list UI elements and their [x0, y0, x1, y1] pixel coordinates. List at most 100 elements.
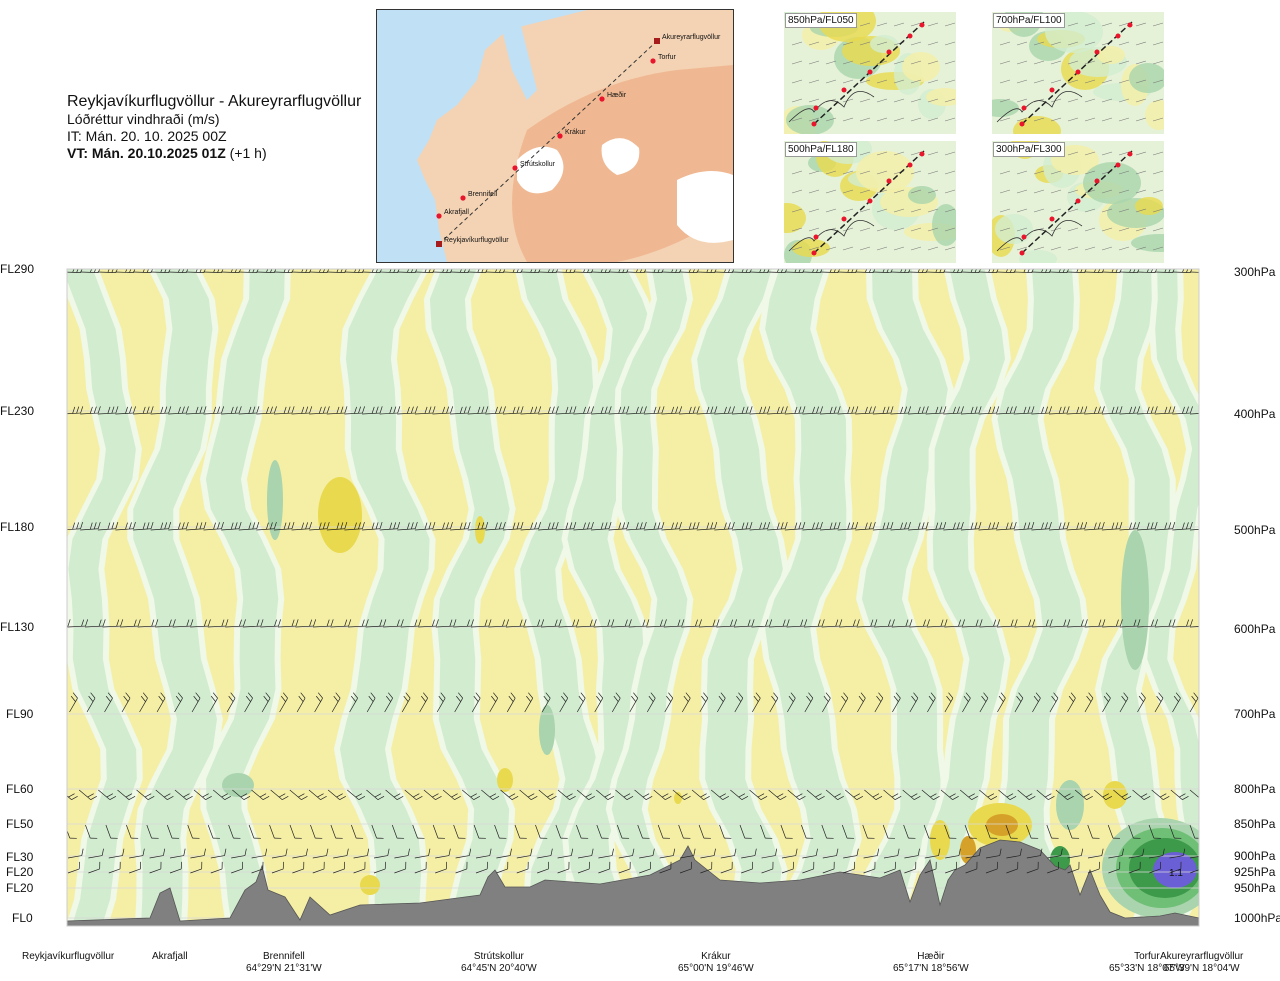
- minimap-wind-barb: [999, 208, 1011, 213]
- field-band: [861, 269, 948, 926]
- pressure-label: 800hPa: [1234, 782, 1276, 796]
- wind-barb: [681, 793, 688, 798]
- wind-barb: [186, 795, 193, 800]
- wind-barb: [555, 521, 559, 529]
- wind-barb: [857, 697, 866, 713]
- wind-barb: [1129, 522, 1132, 530]
- minimap-wind-barb: [999, 246, 1011, 251]
- wind-barb: [1186, 406, 1189, 414]
- wind-barb: [309, 619, 313, 627]
- wind-barb: [820, 521, 823, 529]
- wind-barb: [652, 848, 655, 856]
- minimap-wind-barb: [876, 79, 888, 84]
- wind-barb: [1058, 522, 1062, 530]
- minimap-route-point: [1019, 121, 1025, 127]
- wind-barb: [1172, 619, 1176, 627]
- wind-barb: [72, 692, 78, 699]
- wind-barb: [1045, 619, 1049, 627]
- wind-barb: [812, 406, 815, 414]
- map-marker: [512, 165, 518, 171]
- minimap-wind-barb: [876, 208, 888, 213]
- wind-barb: [203, 848, 206, 856]
- wind-barb: [604, 522, 608, 530]
- minimap-wind-barb: [1101, 98, 1113, 103]
- wind-barb: [882, 824, 889, 839]
- wind-barb: [786, 619, 790, 627]
- wind-barb: [125, 692, 131, 699]
- wind-barb: [1084, 528, 1103, 531]
- wind-barb: [301, 795, 308, 800]
- wind-barb: [891, 625, 910, 628]
- wind-barb: [467, 521, 471, 529]
- wind-barb: [111, 406, 115, 414]
- wind-barb: [142, 406, 146, 414]
- wind-barb: [435, 795, 442, 800]
- minimap-wind-barb: [1118, 246, 1130, 251]
- minimap-wind-barb: [859, 170, 871, 175]
- wind-barb: [107, 692, 113, 699]
- minimap-wind-barb: [910, 208, 922, 213]
- wind-barb: [576, 619, 580, 627]
- minimap-wind-barb: [842, 117, 854, 122]
- wind-barb: [195, 406, 199, 414]
- wind-barb: [983, 692, 989, 699]
- minimap-wind-barb: [1118, 117, 1130, 122]
- wind-barb: [837, 521, 841, 529]
- wind-barb: [1066, 412, 1085, 415]
- wind-barb: [776, 793, 784, 798]
- wind-barb: [203, 521, 207, 529]
- minimap-wind-barb: [859, 151, 871, 156]
- wind-barb: [632, 848, 635, 856]
- wind-barb: [1119, 412, 1138, 415]
- wind-barb: [496, 855, 511, 859]
- wind-barb: [481, 522, 485, 530]
- wind-barb: [1087, 824, 1093, 839]
- wind-barb: [1066, 528, 1085, 531]
- wind-barb: [643, 271, 662, 273]
- wind-barb: [397, 412, 416, 415]
- wind-barb: [1189, 824, 1196, 839]
- wind-barb: [537, 619, 541, 627]
- wind-barb: [668, 692, 674, 699]
- wind-barb: [1186, 619, 1189, 627]
- wind-barb: [650, 692, 656, 699]
- wind-barb: [379, 521, 383, 529]
- wind-barb: [845, 789, 857, 800]
- wind-barb: [142, 848, 145, 856]
- minimap-wind-barb: [808, 227, 820, 232]
- minimap-wind-barb: [1016, 79, 1028, 84]
- wind-barb: [485, 521, 489, 529]
- minimap-wind-barb: [1084, 227, 1096, 232]
- wind-barb: [146, 522, 150, 530]
- waypoint-coord: 65°39'N 18°04'W: [1163, 963, 1240, 974]
- wind-barb: [634, 789, 647, 800]
- wind-barb: [313, 619, 317, 627]
- map-marker: [436, 241, 442, 247]
- minimap-wind-barb: [825, 41, 837, 46]
- wind-barb: [1172, 271, 1191, 273]
- wind-barb: [1172, 528, 1191, 531]
- wind-barb: [760, 824, 766, 839]
- wind-barb: [886, 406, 890, 414]
- minimap-wind-barb: [842, 60, 854, 65]
- minimap-wind-barb: [1135, 22, 1147, 27]
- wind-barb: [671, 522, 674, 530]
- wind-barb: [502, 528, 521, 531]
- wind-barb: [448, 848, 451, 856]
- wind-barb: [706, 406, 710, 414]
- wind-barb: [747, 619, 751, 627]
- wind-barb: [282, 795, 289, 800]
- wind-barb: [485, 406, 489, 414]
- wind-barb: [550, 848, 553, 856]
- wind-barb: [930, 793, 937, 798]
- wind-barb: [519, 789, 532, 800]
- wind-barb: [796, 793, 803, 798]
- wind-barb: [358, 795, 366, 800]
- wind-barb: [917, 848, 920, 856]
- wind-barb: [495, 522, 498, 530]
- wind-barb: [724, 522, 727, 530]
- minimap-wind-barb: [1016, 60, 1028, 65]
- wind-barb: [731, 528, 750, 531]
- wind-barb: [260, 619, 264, 627]
- wind-barb: [404, 789, 417, 800]
